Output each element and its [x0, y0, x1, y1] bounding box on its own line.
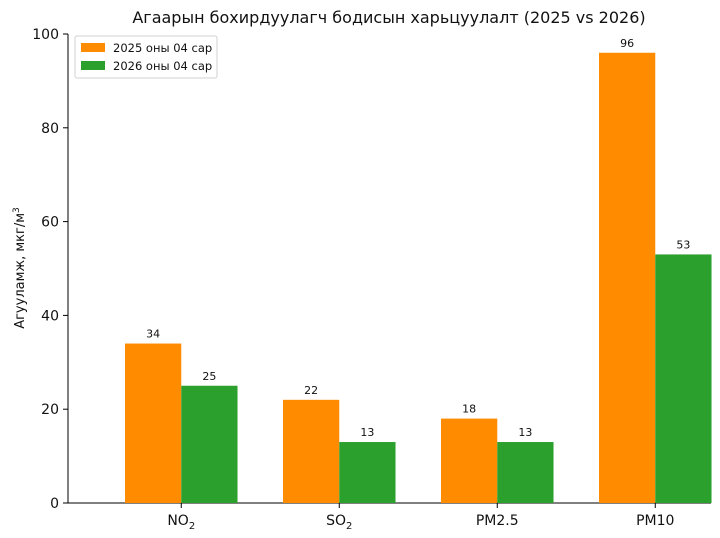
bar-data-label: 25 — [202, 370, 216, 383]
y-axis-label-superscript: 3 — [12, 207, 22, 213]
x-tick-label-text: NO — [167, 513, 189, 529]
y-tick-label: 60 — [41, 215, 59, 231]
bar-data-label: 96 — [620, 37, 634, 50]
bar-data-label: 53 — [676, 238, 690, 251]
x-tick-label: PM10 — [636, 513, 674, 529]
bar-series-2-2 — [339, 442, 396, 503]
y-tick-label: 80 — [41, 121, 59, 137]
y-tick-label: 40 — [41, 308, 59, 324]
y-axis-label: Агууламж, мкг/м3 — [12, 207, 28, 329]
legend-label-2: 2026 оны 04 сар — [113, 59, 212, 73]
x-tick-label-text: SO — [326, 513, 346, 529]
y-tick-label: 0 — [50, 496, 59, 512]
legend-box — [74, 35, 218, 79]
legend-label-1: 2025 оны 04 сар — [113, 41, 212, 55]
bar-series-1-3 — [441, 418, 498, 503]
bar-data-label: 13 — [518, 426, 532, 439]
bar-series-1-1 — [125, 343, 182, 503]
x-tick-label: PM2.5 — [476, 513, 519, 529]
bar-series-2-4 — [655, 254, 712, 503]
bar-data-label: 13 — [360, 426, 374, 439]
x-tick-label-text: PM10 — [636, 513, 674, 529]
bar-data-label: 22 — [304, 384, 318, 397]
legend-swatch-2 — [81, 61, 105, 70]
y-tick-label: 20 — [41, 402, 59, 418]
legend: 2025 оны 04 сар 2026 оны 04 сар — [74, 35, 218, 79]
bar-data-labels: 34 25 22 13 18 13 96 53 — [146, 37, 690, 439]
x-tick-label-subscript: 2 — [346, 521, 352, 532]
x-tick-label-subscript: 2 — [189, 521, 195, 532]
y-tick-label: 100 — [32, 27, 59, 43]
bar-series-1-2 — [283, 399, 340, 503]
x-tick-label: SO2 — [326, 513, 352, 532]
bar-data-label: 34 — [146, 328, 160, 341]
y-axis-label-text: Агууламж, мкг/м — [13, 213, 28, 329]
bar-data-label: 18 — [462, 403, 476, 416]
bar-series-2-3 — [497, 442, 554, 503]
legend-swatch-1 — [81, 43, 105, 52]
bar-series-1-4 — [599, 52, 656, 503]
bar-series-2-1 — [181, 385, 238, 503]
x-tick-label: NO2 — [167, 513, 195, 532]
bars — [125, 52, 712, 503]
x-tick-label-text: PM2.5 — [476, 513, 519, 529]
chart-title: Агаарын бохирдуулагч бодисын харьцуулалт… — [132, 8, 645, 27]
y-tick-labels: 0 20 40 60 80 100 — [32, 27, 68, 512]
x-tick-labels: NO2 SO2 PM2.5 PM10 — [167, 503, 674, 532]
